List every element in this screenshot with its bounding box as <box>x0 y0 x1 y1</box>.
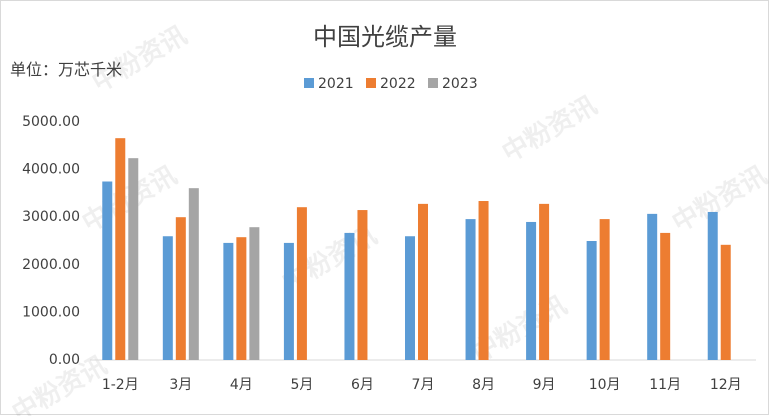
y-tick-label: 2000.00 <box>22 257 80 273</box>
x-tick-label: 4月 <box>230 377 253 393</box>
bar <box>539 203 550 360</box>
x-tick-label: 6月 <box>351 377 374 393</box>
legend-swatch <box>366 78 376 88</box>
x-tick-label: 10月 <box>589 377 621 393</box>
bar <box>357 210 368 360</box>
x-tick-label: 8月 <box>472 377 495 393</box>
x-tick-label: 11月 <box>649 377 681 393</box>
bar <box>102 181 113 360</box>
bar <box>405 236 415 360</box>
bar <box>175 217 186 360</box>
x-tick-label: 9月 <box>533 377 556 393</box>
bar <box>478 201 489 360</box>
y-tick-label: 1000.00 <box>22 304 80 320</box>
legend-label: 2021 <box>318 76 354 92</box>
bar <box>660 232 671 360</box>
x-tick-label: 1-2月 <box>102 377 139 393</box>
y-tick-label: 5000.00 <box>22 114 80 130</box>
x-tick-label: 7月 <box>412 377 435 393</box>
bar <box>128 158 139 360</box>
y-tick-label: 4000.00 <box>22 162 80 178</box>
x-tick-label: 12月 <box>710 377 742 393</box>
bar <box>223 242 234 360</box>
bar <box>296 207 307 360</box>
x-tick-label: 3月 <box>169 377 192 393</box>
bar <box>526 221 537 360</box>
bar <box>465 219 476 360</box>
bar <box>236 237 247 360</box>
chart-title: 中国光缆产量 <box>313 23 457 51</box>
bar <box>586 241 597 360</box>
bar <box>188 188 199 360</box>
bar <box>599 219 610 360</box>
y-axis-label: 单位：万芯千米 <box>10 60 123 79</box>
bar <box>344 232 355 360</box>
legend-swatch <box>428 78 438 88</box>
bar <box>115 138 126 360</box>
y-tick-label: 0.00 <box>49 352 80 368</box>
bar <box>707 211 718 360</box>
bar <box>249 227 260 360</box>
bar <box>162 236 173 360</box>
bar <box>418 203 428 360</box>
x-tick-label: 5月 <box>290 377 313 393</box>
y-tick-label: 3000.00 <box>22 209 80 225</box>
bar <box>647 213 658 360</box>
legend-label: 2023 <box>442 76 478 92</box>
legend-swatch <box>304 78 314 88</box>
legend-label: 2022 <box>380 76 416 92</box>
bar <box>283 242 294 360</box>
bar <box>720 244 731 360</box>
